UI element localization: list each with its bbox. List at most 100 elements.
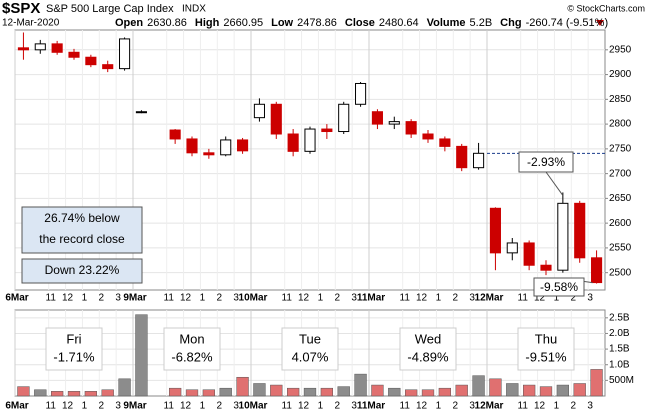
volume-bar [270,384,283,397]
x-tick-label: 2 [571,293,577,304]
y-tick-label: 2800 [609,119,632,130]
note-text: 26.74% below [44,211,120,225]
x-tick-label: 1 [554,401,560,412]
candle-body [169,129,181,140]
x-tick-label: 12 [298,293,310,304]
volume-bar [101,389,114,397]
candle-body [270,103,282,135]
y-tick-label: 500M [609,375,634,386]
day-box [45,327,103,371]
x-tick-label: 3 [587,293,593,304]
volume-bar [50,391,64,397]
x-tick-label: 2 [571,401,577,412]
y-tick-label: 2850 [609,94,632,105]
down-arrow [596,20,604,26]
y-tick-label: 2650 [609,193,632,204]
x-tick-label: 1 [554,293,560,304]
volume-bar [253,383,266,397]
day-change: 4.07% [292,349,329,364]
x-tick-label: 2 [335,293,341,304]
x-tick-label: 3 [469,401,475,412]
candle-body [34,43,46,51]
x-tick-label: 12 [62,401,74,412]
candle-body [439,138,451,147]
x-tick-label: 12 [298,401,310,412]
candle-body [506,242,518,254]
x-tick-label: 2 [453,401,459,412]
x-tick-label: 12 [180,293,192,304]
candle-body [574,202,586,259]
x-tick-label: 3 [115,401,121,412]
x-tick-label: 11 [400,293,411,304]
day-name: Tue [299,331,321,346]
candle-body [456,145,468,169]
candle-body [287,133,299,152]
stat-label: Close [345,17,375,29]
callout-text: -9.58% [540,280,578,294]
candle-body [405,121,417,135]
date: 12-Mar-2020 [2,18,60,29]
day-change: -9.51% [525,349,567,364]
volume-bar [522,384,536,397]
x-tick-label: 3 [469,293,475,304]
x-tick-label: 10Mar [239,293,268,304]
volume-bar [354,373,367,397]
volume-bar [388,387,401,397]
x-tick-label: 3 [351,293,357,304]
x-tick-label: 11 [46,401,57,412]
x-tick-label: 1 [436,293,442,304]
candle-body [119,38,131,70]
x-tick-label: 2 [453,293,459,304]
candle-body [557,202,569,271]
y-tick-label: 2500 [609,267,632,278]
x-tick-label: 1 [82,293,88,304]
stat-label: Chg [500,17,521,29]
day-box [163,327,221,371]
callout-box [533,277,585,297]
x-tick-label: 11 [164,401,175,412]
x-tick-label: 2 [217,401,223,412]
note-box [21,258,143,284]
volume-bar [84,391,98,397]
x-tick-label: 1 [436,401,442,412]
volume-bar [202,389,216,397]
y-tick-label: 2900 [609,69,632,80]
day-name: Fri [66,331,81,346]
day-change: -4.89% [407,349,449,364]
x-tick-label: 3 [233,401,239,412]
candle-body [135,111,147,114]
volume-bar [421,389,435,397]
note-box [21,206,143,254]
x-tick-label: 12 [534,293,546,304]
volume-bar [185,389,199,397]
stat-value: 2630.86 [147,17,187,29]
volume-bar [337,386,350,397]
y-tick-label: 2700 [609,168,632,179]
candle-body [186,138,198,154]
x-tick-label: 6Mar [5,293,28,304]
volume-bar [320,387,334,397]
candle-body [355,82,367,105]
stat-value: 2660.95 [223,17,263,29]
volume-bar [556,384,570,397]
x-tick-label: 12 [416,401,428,412]
candle-body [371,111,383,125]
candle-body [489,207,501,254]
day-change: -6.82% [171,349,213,364]
candle-body [102,64,114,70]
y-tick-label: 2950 [609,44,632,55]
x-tick-label: 3 [587,401,593,412]
stat-value: 5.2B [470,17,493,29]
day-name: Thu [535,331,557,346]
candle-body [523,242,535,266]
x-tick-label: 1 [318,401,324,412]
x-tick-label: 6Mar [5,401,28,412]
x-tick-label: 10Mar [239,401,268,412]
volume-bar [286,387,300,397]
volume-bar [438,387,452,397]
x-tick-label: 9Mar [123,293,146,304]
x-tick-label: 1 [200,293,206,304]
x-tick-label: 12Mar [475,401,504,412]
volume-bar [573,383,586,397]
x-tick-label: 3 [115,293,121,304]
